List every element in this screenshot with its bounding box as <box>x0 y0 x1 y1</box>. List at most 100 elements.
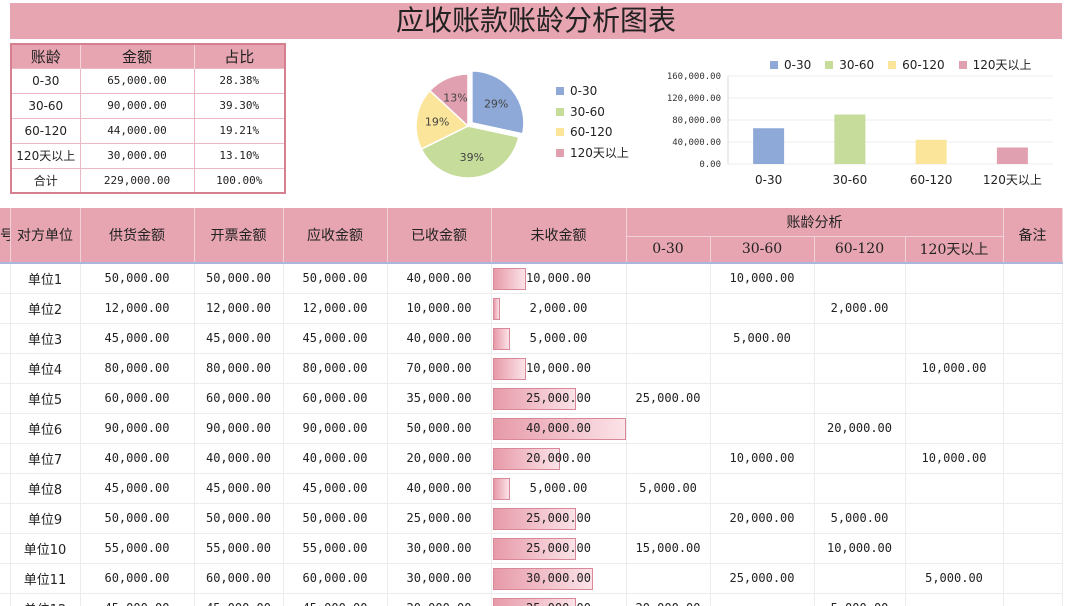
summary-cell-amount[interactable]: 90,000.00 <box>80 92 195 118</box>
cell-party[interactable]: 单位1 <box>10 262 81 294</box>
header-aging-60-120[interactable]: 60-120 <box>814 236 906 264</box>
summary-cell-ratio[interactable]: 100.00% <box>194 167 286 193</box>
cell-aging-60-120[interactable] <box>814 323 906 354</box>
cell-aging-120-plus[interactable]: 5,000.00 <box>905 563 1004 594</box>
cell-party[interactable]: 单位11 <box>10 563 81 594</box>
cell-invoice[interactable]: 80,000.00 <box>194 353 284 384</box>
cell-receivable[interactable]: 40,000.00 <box>283 443 388 474</box>
header-unreceived[interactable]: 未收金额 <box>491 208 627 264</box>
pie-slice-1[interactable] <box>420 125 520 179</box>
cell-receivable[interactable]: 60,000.00 <box>283 563 388 594</box>
cell-remark[interactable] <box>1003 383 1063 414</box>
header-invoice[interactable]: 开票金额 <box>194 208 284 264</box>
cell-supply[interactable]: 80,000.00 <box>80 353 195 384</box>
cell-aging-30-60[interactable]: 10,000.00 <box>710 443 815 474</box>
cell-unreceived[interactable]: 40,000.00 <box>491 413 627 444</box>
cell-aging-120-plus[interactable] <box>905 533 1004 564</box>
cell-aging-60-120[interactable] <box>814 353 906 384</box>
cell-aging-60-120[interactable] <box>814 443 906 474</box>
header-receivable[interactable]: 应收金额 <box>283 208 388 264</box>
cell-received[interactable]: 70,000.00 <box>387 353 492 384</box>
cell-receivable[interactable]: 50,000.00 <box>283 262 388 294</box>
cell-aging-0-30[interactable] <box>626 293 711 324</box>
cell-unreceived[interactable]: 2,000.00 <box>491 293 627 324</box>
pie-slice-2[interactable] <box>415 89 470 151</box>
cell-remark[interactable] <box>1003 323 1063 354</box>
cell-aging-0-30[interactable]: 20,000.00 <box>626 593 711 606</box>
cell-aging-120-plus[interactable] <box>905 383 1004 414</box>
cell-aging-30-60[interactable] <box>710 353 815 384</box>
aging-bar-chart[interactable]: 160,000.00 120,000.00 80,000.00 40,000.00 0.… <box>658 66 1058 196</box>
cell-seq[interactable] <box>0 413 11 444</box>
cell-seq[interactable] <box>0 503 11 534</box>
cell-seq[interactable] <box>0 353 11 384</box>
cell-invoice[interactable]: 45,000.00 <box>194 323 284 354</box>
cell-aging-120-plus[interactable] <box>905 262 1004 294</box>
cell-aging-60-120[interactable] <box>814 473 906 504</box>
cell-aging-30-60[interactable] <box>710 533 815 564</box>
cell-remark[interactable] <box>1003 443 1063 474</box>
cell-unreceived[interactable]: 30,000.00 <box>491 563 627 594</box>
cell-invoice[interactable]: 55,000.00 <box>194 533 284 564</box>
cell-supply[interactable]: 12,000.00 <box>80 293 195 324</box>
cell-supply[interactable]: 50,000.00 <box>80 262 195 294</box>
cell-invoice[interactable]: 50,000.00 <box>194 262 284 294</box>
cell-received[interactable]: 25,000.00 <box>387 503 492 534</box>
cell-aging-60-120[interactable] <box>814 563 906 594</box>
cell-received[interactable]: 20,000.00 <box>387 593 492 606</box>
cell-unreceived[interactable]: 20,000.00 <box>491 443 627 474</box>
cell-aging-120-plus[interactable]: 10,000.00 <box>905 443 1004 474</box>
cell-receivable[interactable]: 45,000.00 <box>283 593 388 606</box>
cell-unreceived[interactable]: 25,000.00 <box>491 383 627 414</box>
cell-remark[interactable] <box>1003 293 1063 324</box>
cell-aging-0-30[interactable] <box>626 323 711 354</box>
cell-receivable[interactable]: 55,000.00 <box>283 533 388 564</box>
cell-seq[interactable] <box>0 473 11 504</box>
cell-receivable[interactable]: 12,000.00 <box>283 293 388 324</box>
cell-received[interactable]: 20,000.00 <box>387 443 492 474</box>
cell-aging-60-120[interactable]: 5,000.00 <box>814 593 906 606</box>
cell-unreceived[interactable]: 25,000.00 <box>491 503 627 534</box>
cell-aging-0-30[interactable] <box>626 413 711 444</box>
summary-cell-amount[interactable]: 44,000.00 <box>80 117 195 143</box>
cell-aging-60-120[interactable]: 5,000.00 <box>814 503 906 534</box>
cell-seq[interactable] <box>0 593 11 606</box>
cell-received[interactable]: 50,000.00 <box>387 413 492 444</box>
cell-supply[interactable]: 45,000.00 <box>80 473 195 504</box>
cell-party[interactable]: 单位12 <box>10 593 81 606</box>
cell-aging-30-60[interactable]: 20,000.00 <box>710 503 815 534</box>
cell-aging-30-60[interactable] <box>710 473 815 504</box>
cell-unreceived[interactable]: 10,000.00 <box>491 353 627 384</box>
cell-party[interactable]: 单位10 <box>10 533 81 564</box>
cell-remark[interactable] <box>1003 593 1063 606</box>
cell-party[interactable]: 单位7 <box>10 443 81 474</box>
cell-seq[interactable] <box>0 533 11 564</box>
cell-aging-120-plus[interactable] <box>905 413 1004 444</box>
cell-seq[interactable] <box>0 323 11 354</box>
cell-party[interactable]: 单位4 <box>10 353 81 384</box>
cell-received[interactable]: 10,000.00 <box>387 293 492 324</box>
cell-remark[interactable] <box>1003 473 1063 504</box>
summary-cell-aging[interactable]: 合计 <box>11 167 81 193</box>
summary-cell-amount[interactable]: 65,000.00 <box>80 67 195 93</box>
cell-received[interactable]: 40,000.00 <box>387 323 492 354</box>
cell-aging-0-30[interactable]: 25,000.00 <box>626 383 711 414</box>
summary-cell-aging[interactable]: 60-120 <box>11 117 81 143</box>
cell-party[interactable]: 单位9 <box>10 503 81 534</box>
cell-aging-30-60[interactable]: 25,000.00 <box>710 563 815 594</box>
cell-seq[interactable] <box>0 443 11 474</box>
header-remark[interactable]: 备注 <box>1003 208 1063 264</box>
header-received[interactable]: 已收金额 <box>387 208 492 264</box>
cell-aging-30-60[interactable] <box>710 413 815 444</box>
cell-aging-120-plus[interactable] <box>905 473 1004 504</box>
cell-party[interactable]: 单位2 <box>10 293 81 324</box>
cell-supply[interactable]: 50,000.00 <box>80 503 195 534</box>
bar-2[interactable] <box>915 139 947 164</box>
cell-aging-120-plus[interactable] <box>905 593 1004 606</box>
cell-supply[interactable]: 60,000.00 <box>80 383 195 414</box>
header-aging-120-plus[interactable]: 120天以上 <box>905 236 1004 264</box>
header-supply[interactable]: 供货金额 <box>80 208 195 264</box>
cell-aging-30-60[interactable] <box>710 383 815 414</box>
cell-receivable[interactable]: 90,000.00 <box>283 413 388 444</box>
cell-seq[interactable] <box>0 262 11 294</box>
